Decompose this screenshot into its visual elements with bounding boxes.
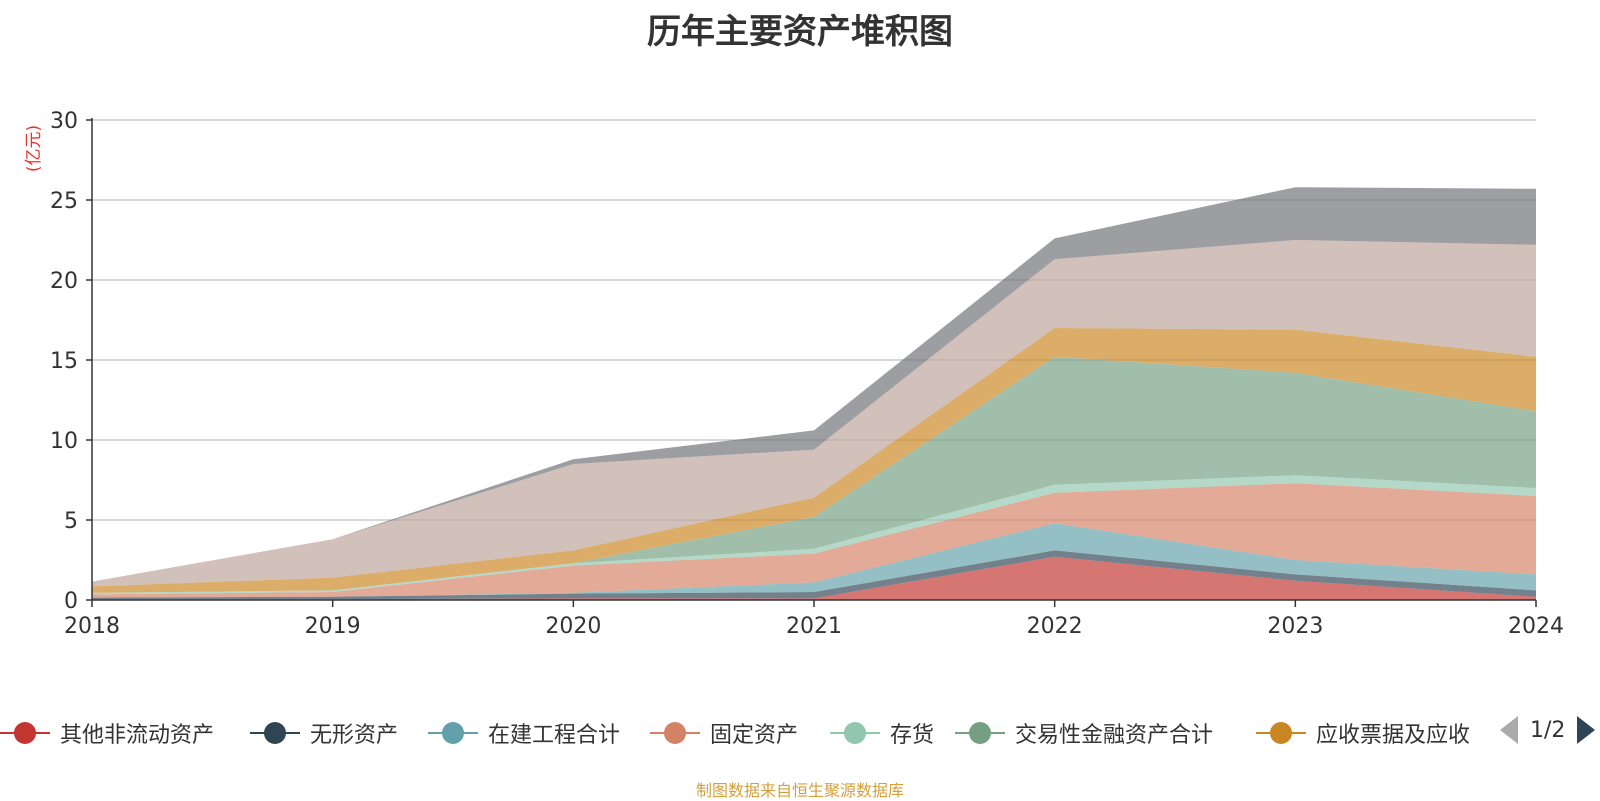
area-series-1 bbox=[92, 550, 1536, 600]
y-tick-label: 0 bbox=[64, 589, 78, 614]
x-tick-label: 2018 bbox=[64, 614, 120, 639]
legend-swatch-icon bbox=[1256, 715, 1306, 751]
legend-label: 固定资产 bbox=[710, 723, 799, 748]
legend-swatch-icon bbox=[250, 715, 300, 751]
y-tick-label: 25 bbox=[50, 189, 78, 214]
area-series-2 bbox=[92, 523, 1536, 598]
area-series-4 bbox=[92, 475, 1536, 595]
area-series-3 bbox=[92, 483, 1536, 598]
legend-item[interactable]: 交易性金融资产合计 bbox=[955, 715, 1213, 751]
legend-label: 存货 bbox=[890, 723, 935, 748]
y-tick-label: 15 bbox=[50, 349, 78, 374]
area-series-8 bbox=[92, 187, 1536, 582]
y-tick-label: 5 bbox=[64, 509, 78, 534]
source-note: 制图数据来自恒生聚源数据库 bbox=[695, 781, 904, 800]
y-tick-label: 30 bbox=[50, 109, 78, 134]
legend-next-page-icon[interactable] bbox=[1577, 716, 1596, 744]
legend-item[interactable]: 应收票据及应收 bbox=[1256, 715, 1470, 751]
legend-swatch-icon bbox=[650, 715, 700, 751]
legend-item[interactable]: 无形资产 bbox=[250, 715, 398, 751]
x-tick-label: 2022 bbox=[1027, 614, 1083, 639]
y-tick-label: 10 bbox=[50, 429, 78, 454]
legend-label: 应收票据及应收 bbox=[1316, 723, 1471, 748]
chart-title: 历年主要资产堆积图 bbox=[647, 12, 953, 52]
area-series-6 bbox=[92, 328, 1536, 593]
legend-label: 在建工程合计 bbox=[488, 723, 621, 748]
legend-swatch-icon bbox=[830, 715, 880, 751]
x-tick-label: 2020 bbox=[545, 614, 601, 639]
legend-label: 无形资产 bbox=[310, 723, 399, 748]
legend-label: 交易性金融资产合计 bbox=[1015, 723, 1214, 748]
y-tick-label: 20 bbox=[50, 269, 78, 294]
legend-item[interactable]: 在建工程合计 bbox=[428, 715, 620, 751]
legend-page-indicator: 1/2 bbox=[1530, 717, 1566, 743]
legend-swatch-icon bbox=[428, 715, 478, 751]
legend-item[interactable]: 其他非流动资产 bbox=[0, 715, 214, 751]
x-tick-label: 2024 bbox=[1508, 614, 1564, 639]
legend-label: 其他非流动资产 bbox=[60, 723, 215, 748]
legend-item[interactable]: 存货 bbox=[830, 715, 934, 751]
legend-pager: 1/2 bbox=[1500, 716, 1596, 744]
stacked-area-chart: 0 5 10 15 20 25 30 2018 2019 2020 2021 2022 2023 2024 bbox=[50, 109, 1564, 639]
x-tick-label: 2019 bbox=[305, 614, 361, 639]
axes: 0 5 10 15 20 25 30 2018 2019 2020 2021 2022 2023 2024 bbox=[50, 109, 1564, 639]
legend-swatch-icon bbox=[0, 715, 50, 751]
area-series-5 bbox=[92, 356, 1536, 593]
legend-prev-page-icon[interactable] bbox=[1500, 716, 1518, 744]
legend-item[interactable]: 固定资产 bbox=[650, 715, 798, 751]
area-series-layer bbox=[92, 187, 1536, 600]
x-tick-label: 2021 bbox=[786, 614, 842, 639]
x-tick-label: 2023 bbox=[1267, 614, 1323, 639]
chart-legend: 其他非流动资产 无形资产 在建工程合计 固定资产 存货 交易性金融资产合计 应收票据及应收 bbox=[0, 715, 1600, 751]
area-series-0 bbox=[92, 556, 1536, 600]
legend-swatch-icon bbox=[955, 715, 1005, 751]
area-series-7 bbox=[92, 240, 1536, 587]
